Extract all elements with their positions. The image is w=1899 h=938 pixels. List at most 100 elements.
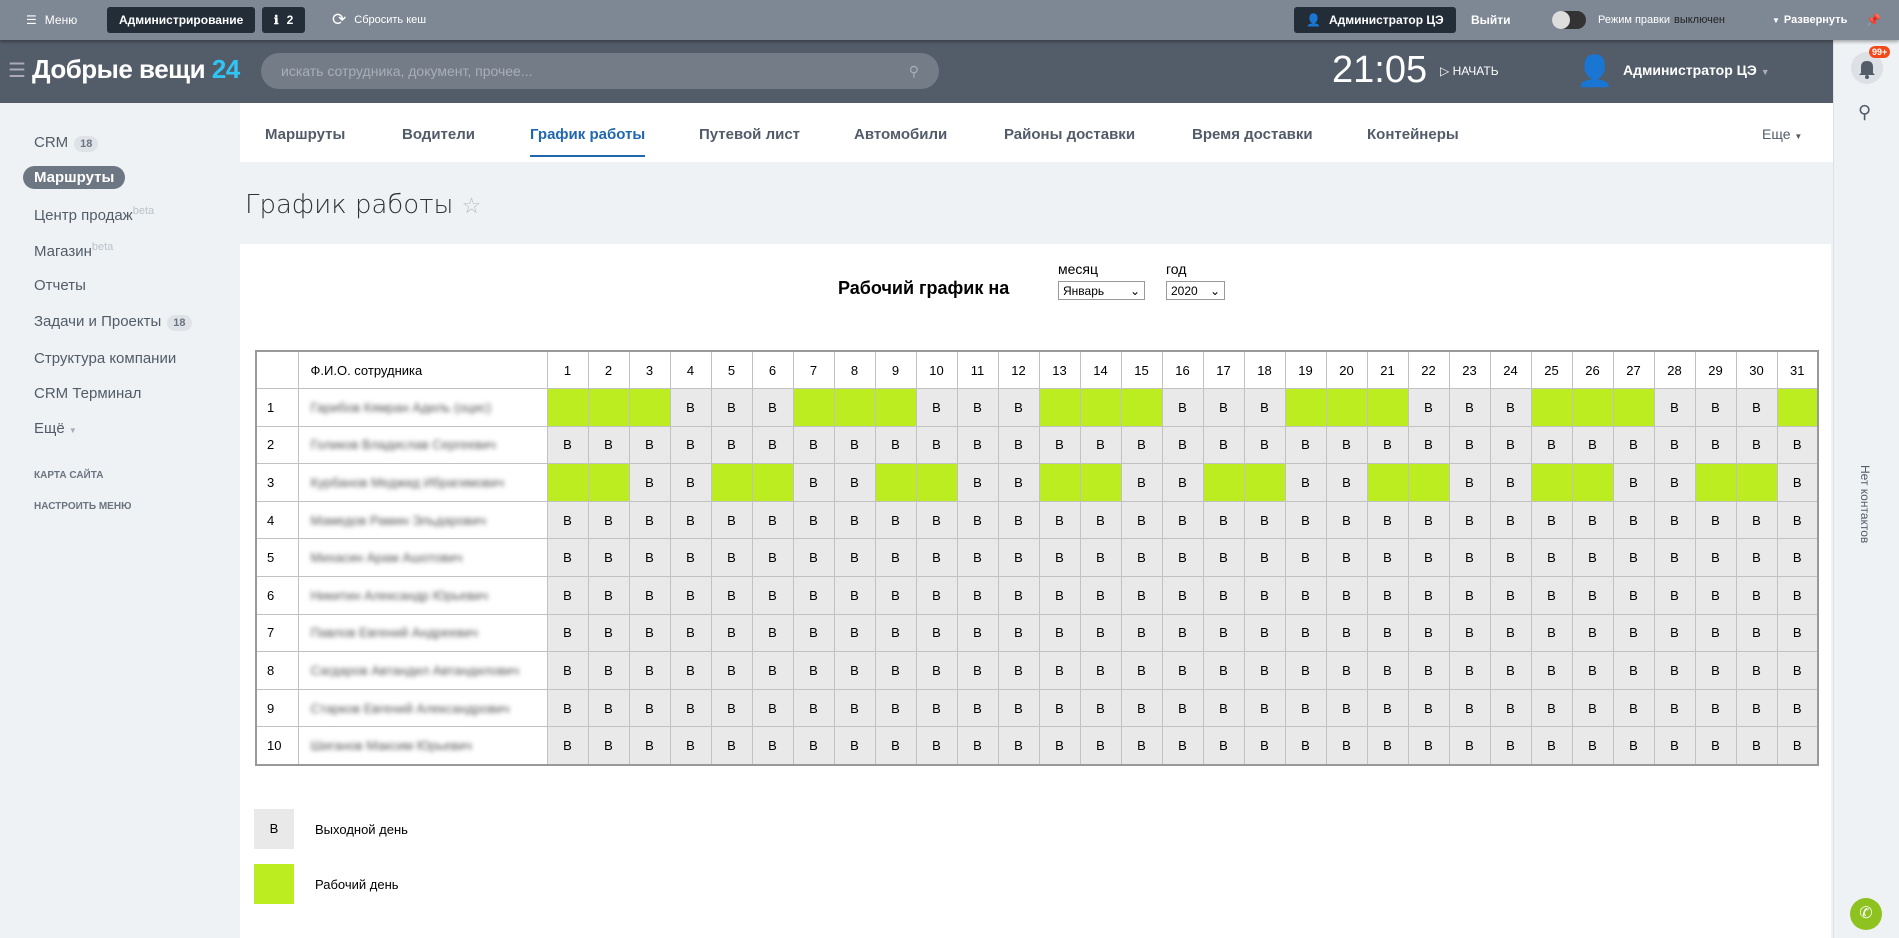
- day-off-cell[interactable]: В: [1612, 651, 1655, 690]
- day-off-cell[interactable]: В: [1571, 576, 1614, 615]
- menu-button[interactable]: ☰ Меню: [26, 13, 78, 27]
- work-day-cell[interactable]: [751, 463, 794, 502]
- tab[interactable]: Водители: [402, 126, 475, 143]
- day-off-cell[interactable]: В: [1366, 726, 1409, 766]
- day-off-cell[interactable]: В: [710, 425, 753, 465]
- day-off-cell[interactable]: В: [1776, 613, 1819, 653]
- day-off-cell[interactable]: В: [1284, 651, 1327, 690]
- day-off-cell[interactable]: В: [751, 388, 794, 427]
- day-off-cell[interactable]: В: [1366, 538, 1409, 578]
- logout-link[interactable]: Выйти: [1471, 13, 1511, 27]
- day-off-cell[interactable]: В: [956, 538, 999, 578]
- day-off-cell[interactable]: В: [915, 688, 958, 728]
- day-off-cell[interactable]: В: [1653, 425, 1696, 465]
- day-off-cell[interactable]: В: [1776, 688, 1819, 728]
- day-off-cell[interactable]: В: [1325, 651, 1368, 690]
- day-off-cell[interactable]: В: [1161, 651, 1204, 690]
- day-off-cell[interactable]: В: [1161, 425, 1204, 465]
- day-off-cell[interactable]: В: [669, 538, 712, 578]
- sidebar-item[interactable]: Ещё ▼: [34, 420, 77, 437]
- day-off-cell[interactable]: В: [1735, 651, 1778, 690]
- day-off-cell[interactable]: В: [710, 613, 753, 653]
- day-off-cell[interactable]: В: [956, 500, 999, 540]
- day-off-cell[interactable]: В: [997, 576, 1040, 615]
- day-off-cell[interactable]: В: [1325, 726, 1368, 766]
- day-off-cell[interactable]: В: [1038, 613, 1081, 653]
- day-off-cell[interactable]: В: [1735, 576, 1778, 615]
- day-off-cell[interactable]: В: [1243, 388, 1286, 427]
- day-off-cell[interactable]: В: [956, 388, 999, 427]
- tab[interactable]: Время доставки: [1192, 126, 1313, 143]
- day-off-cell[interactable]: В: [1530, 613, 1573, 653]
- day-off-cell[interactable]: В: [1530, 425, 1573, 465]
- day-off-cell[interactable]: В: [1407, 538, 1450, 578]
- day-off-cell[interactable]: В: [1407, 425, 1450, 465]
- search-icon[interactable]: ⚲: [1858, 102, 1872, 122]
- work-day-cell[interactable]: [1530, 388, 1573, 427]
- employee-name[interactable]: Мамедов Рамин Эльдарович: [297, 500, 548, 540]
- day-off-cell[interactable]: В: [628, 500, 671, 540]
- work-day-cell[interactable]: [1612, 388, 1655, 427]
- sidebar-item[interactable]: CRM Терминал: [34, 385, 142, 402]
- day-off-cell[interactable]: В: [833, 651, 876, 690]
- avatar[interactable]: 👤: [1576, 55, 1614, 88]
- day-off-cell[interactable]: В: [1653, 538, 1696, 578]
- work-day-cell[interactable]: [587, 388, 630, 427]
- day-off-cell[interactable]: В: [1161, 538, 1204, 578]
- day-off-cell[interactable]: В: [1571, 500, 1614, 540]
- day-off-cell[interactable]: В: [1489, 463, 1532, 502]
- day-off-cell[interactable]: В: [710, 500, 753, 540]
- day-off-cell[interactable]: В: [1243, 613, 1286, 653]
- pin-icon[interactable]: 📌: [1866, 13, 1881, 27]
- day-off-cell[interactable]: В: [1079, 613, 1122, 653]
- day-off-cell[interactable]: В: [1653, 613, 1696, 653]
- day-off-cell[interactable]: В: [546, 538, 589, 578]
- day-off-cell[interactable]: В: [751, 651, 794, 690]
- employee-name[interactable]: Сагдаров Автандил Автандилович: [297, 651, 548, 690]
- day-off-cell[interactable]: В: [915, 538, 958, 578]
- day-off-cell[interactable]: В: [1284, 538, 1327, 578]
- day-off-cell[interactable]: В: [1038, 500, 1081, 540]
- tab[interactable]: Маршруты: [265, 126, 346, 143]
- day-off-cell[interactable]: В: [1202, 613, 1245, 653]
- sidebar-item[interactable]: Отчеты: [34, 277, 86, 294]
- admin-button[interactable]: Администрирование: [107, 7, 256, 33]
- day-off-cell[interactable]: В: [1735, 613, 1778, 653]
- work-day-cell[interactable]: [1120, 388, 1163, 427]
- day-off-cell[interactable]: В: [628, 613, 671, 653]
- day-off-cell[interactable]: В: [915, 388, 958, 427]
- day-off-cell[interactable]: В: [1120, 688, 1163, 728]
- sidebar-item[interactable]: Структура компании: [34, 350, 177, 367]
- day-off-cell[interactable]: В: [1653, 500, 1696, 540]
- day-off-cell[interactable]: В: [1325, 613, 1368, 653]
- day-off-cell[interactable]: В: [792, 500, 835, 540]
- tab[interactable]: Контейнеры: [1367, 126, 1459, 143]
- day-off-cell[interactable]: В: [1407, 500, 1450, 540]
- day-off-cell[interactable]: В: [1407, 726, 1450, 766]
- work-day-cell[interactable]: [1366, 463, 1409, 502]
- day-off-cell[interactable]: В: [956, 726, 999, 766]
- day-off-cell[interactable]: В: [1694, 425, 1737, 465]
- work-day-cell[interactable]: [1571, 388, 1614, 427]
- day-off-cell[interactable]: В: [1694, 500, 1737, 540]
- day-off-cell[interactable]: В: [710, 688, 753, 728]
- day-off-cell[interactable]: В: [1530, 500, 1573, 540]
- day-off-cell[interactable]: В: [1530, 538, 1573, 578]
- day-off-cell[interactable]: В: [669, 500, 712, 540]
- day-off-cell[interactable]: В: [1079, 538, 1122, 578]
- day-off-cell[interactable]: В: [956, 613, 999, 653]
- day-off-cell[interactable]: В: [1694, 726, 1737, 766]
- day-off-cell[interactable]: В: [1202, 576, 1245, 615]
- day-off-cell[interactable]: В: [1776, 463, 1819, 502]
- day-off-cell[interactable]: В: [792, 651, 835, 690]
- day-off-cell[interactable]: В: [1202, 425, 1245, 465]
- day-off-cell[interactable]: В: [874, 651, 917, 690]
- day-off-cell[interactable]: В: [710, 576, 753, 615]
- day-off-cell[interactable]: В: [1284, 726, 1327, 766]
- day-off-cell[interactable]: В: [751, 613, 794, 653]
- logo[interactable]: Добрые вещи 24: [32, 54, 240, 84]
- day-off-cell[interactable]: В: [915, 576, 958, 615]
- day-off-cell[interactable]: В: [1243, 425, 1286, 465]
- day-off-cell[interactable]: В: [1571, 688, 1614, 728]
- day-off-cell[interactable]: В: [1243, 500, 1286, 540]
